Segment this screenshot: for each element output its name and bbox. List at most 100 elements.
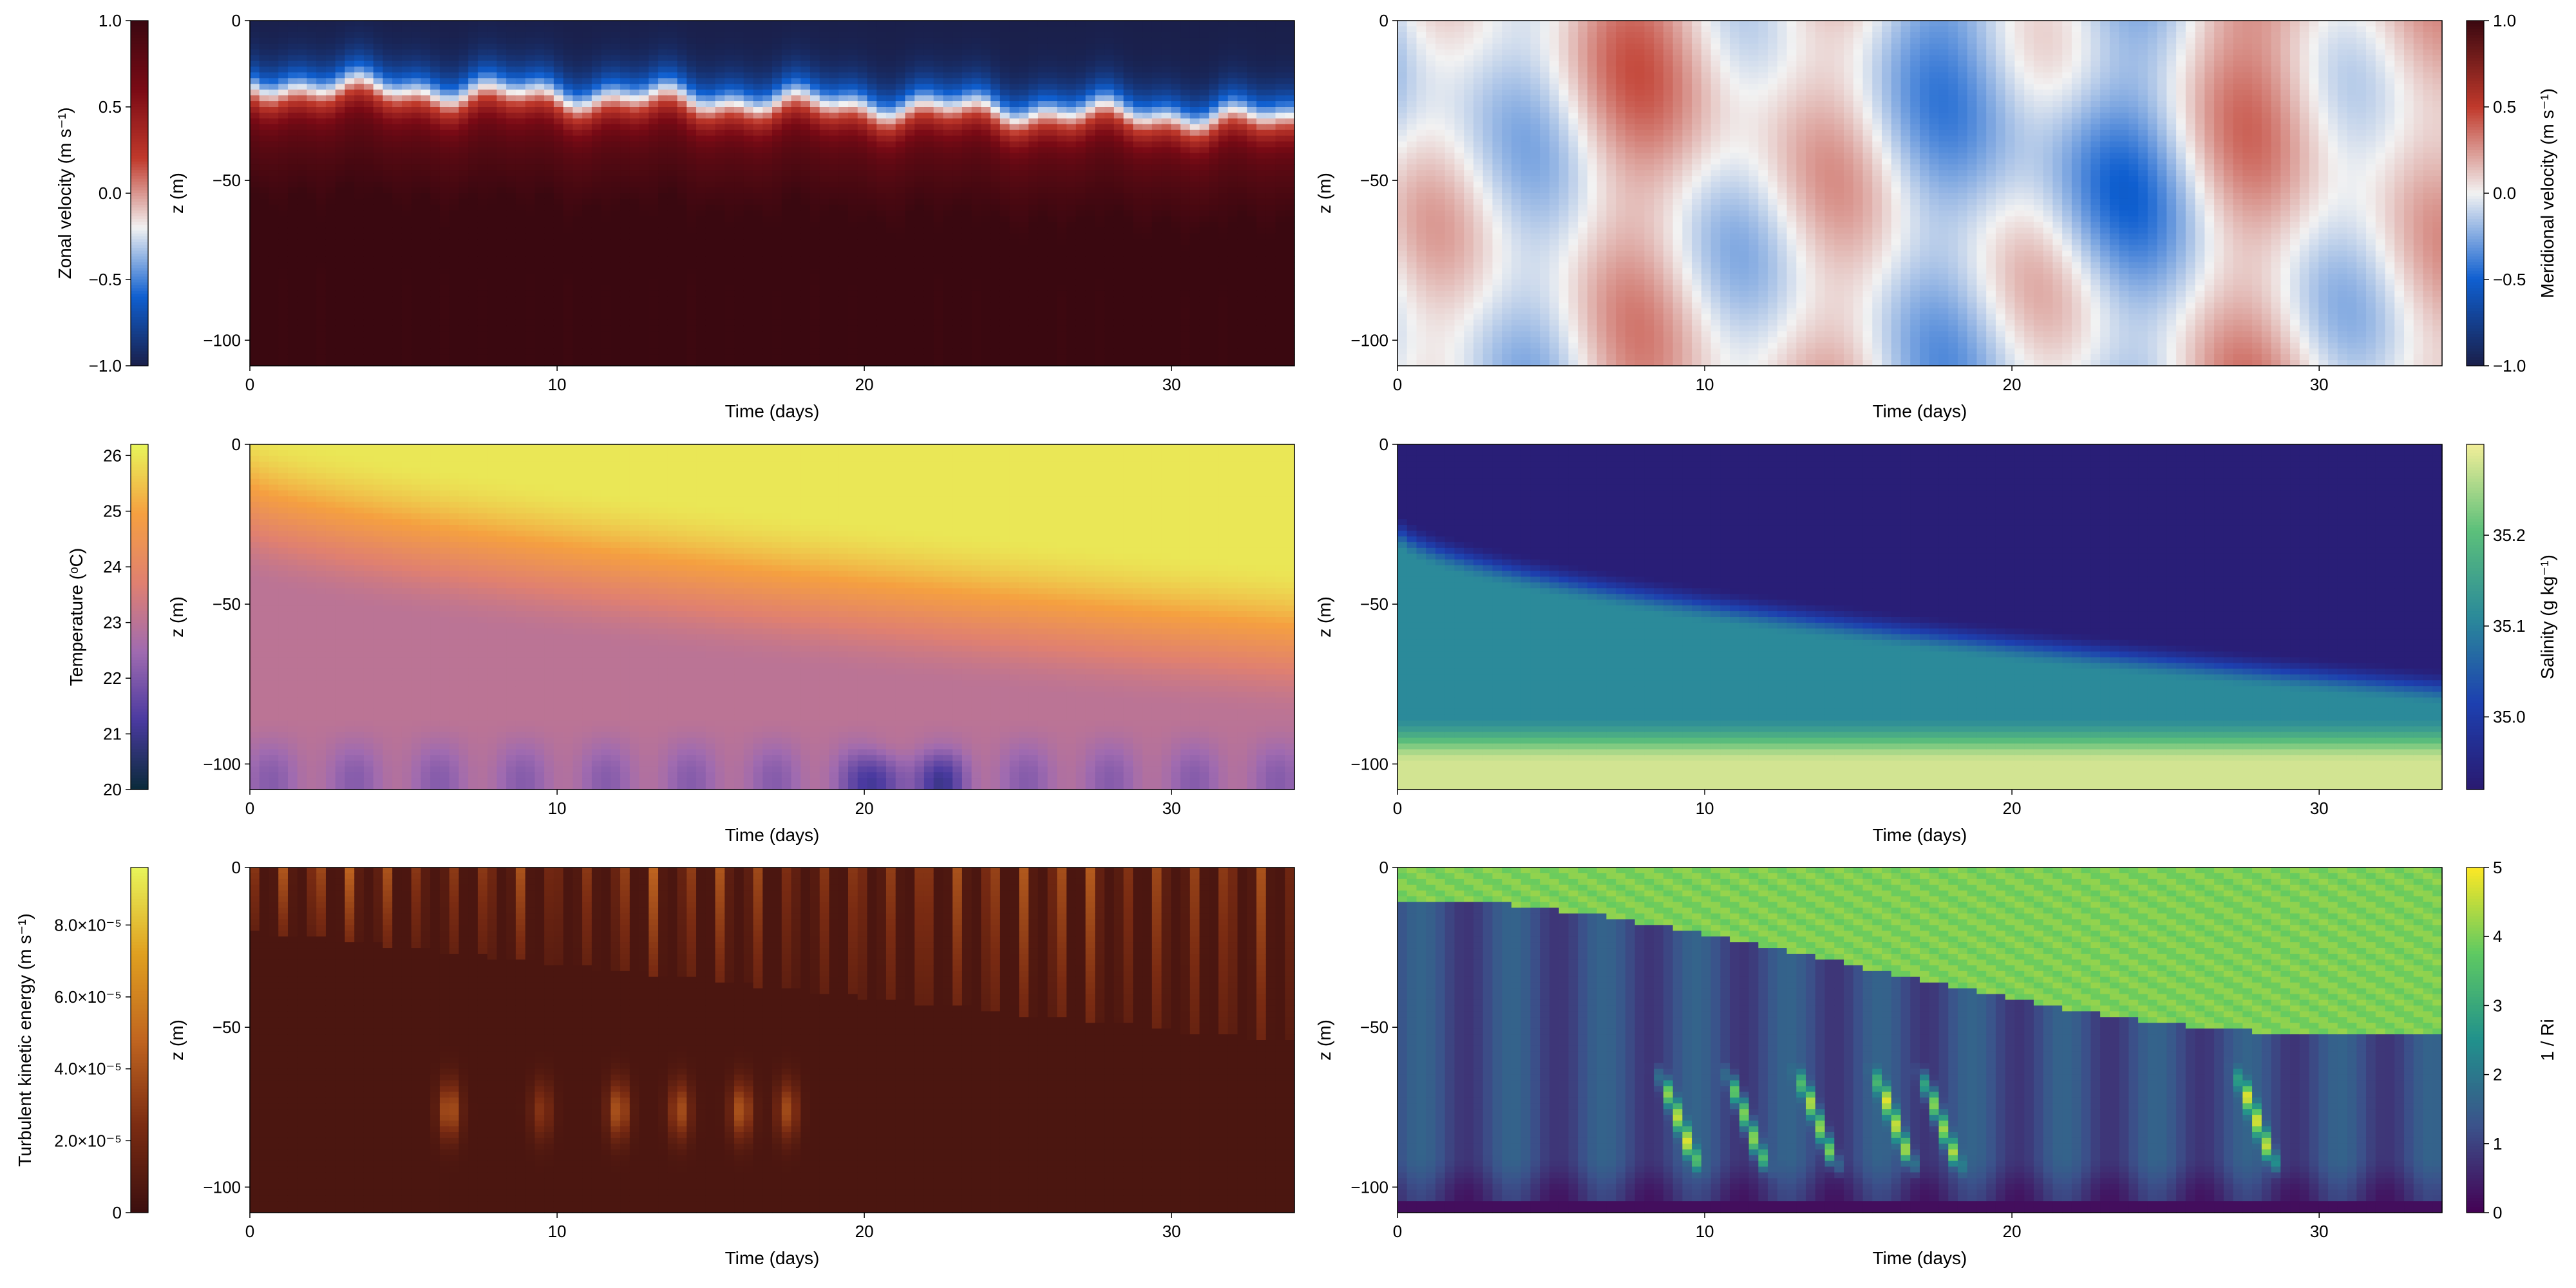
- heatmap-cell: [962, 95, 972, 102]
- heatmap-cell: [459, 118, 468, 125]
- heatmap-cell: [800, 78, 810, 84]
- heatmap-cell: [260, 107, 269, 113]
- heatmap-cell: [260, 325, 269, 332]
- heatmap-cell: [430, 124, 440, 131]
- heatmap-cell: [364, 187, 374, 194]
- heatmap-cell: [838, 176, 848, 182]
- heatmap-cell: [364, 153, 374, 159]
- heatmap-cell: [952, 308, 962, 315]
- heatmap-cell: [934, 153, 943, 159]
- heatmap-cell: [820, 285, 829, 292]
- heatmap-cell: [535, 147, 544, 154]
- heatmap-cell: [658, 55, 668, 62]
- heatmap-cell: [838, 303, 848, 309]
- heatmap-cell: [952, 21, 962, 27]
- heatmap-cell: [383, 50, 392, 56]
- heatmap-cell: [383, 274, 392, 280]
- heatmap-cell: [298, 337, 307, 343]
- heatmap-cell: [450, 147, 459, 154]
- heatmap-cell: [316, 118, 326, 125]
- heatmap-cell: [687, 84, 696, 90]
- heatmap-cell: [620, 21, 630, 27]
- heatmap-cell: [630, 187, 639, 194]
- heatmap-cell: [601, 182, 611, 188]
- heatmap-cell: [250, 251, 260, 257]
- heatmap-cell: [639, 147, 649, 154]
- heatmap-cell: [564, 222, 573, 229]
- heatmap-cell: [250, 285, 260, 292]
- heatmap-cell: [744, 274, 753, 280]
- heatmap-cell: [858, 147, 867, 154]
- heatmap-cell: [696, 262, 706, 269]
- heatmap-cell: [620, 303, 630, 309]
- heatmap-cell: [867, 297, 876, 303]
- heatmap-cell: [326, 308, 336, 315]
- heatmap-cell: [772, 274, 782, 280]
- heatmap-cell: [677, 164, 687, 171]
- heatmap-cell: [772, 228, 782, 234]
- heatmap-cell: [488, 170, 497, 176]
- heatmap-cell: [535, 348, 544, 355]
- heatmap-cell: [564, 297, 573, 303]
- heatmap-cell: [288, 26, 298, 33]
- heatmap-cell: [269, 164, 278, 171]
- heatmap-cell: [392, 279, 402, 286]
- heatmap-cell: [639, 308, 649, 315]
- heatmap-cell: [497, 256, 506, 263]
- heatmap-cell: [554, 245, 564, 251]
- heatmap-cell: [601, 61, 611, 68]
- heatmap-cell: [554, 297, 564, 303]
- heatmap-cell: [564, 320, 573, 327]
- heatmap-cell: [687, 331, 696, 337]
- heatmap-cell: [848, 170, 858, 176]
- heatmap-cell: [668, 199, 677, 205]
- heatmap-cell: [450, 303, 459, 309]
- heatmap-cell: [535, 251, 544, 257]
- heatmap-cell: [354, 21, 364, 27]
- heatmap-cell: [402, 297, 412, 303]
- heatmap-cell: [544, 343, 554, 349]
- heatmap-cell: [734, 147, 744, 154]
- heatmap-cell: [791, 84, 800, 90]
- heatmap-cell: [829, 348, 838, 355]
- heatmap-cell: [468, 222, 478, 229]
- heatmap-cell: [687, 308, 696, 315]
- heatmap-cell: [962, 245, 972, 251]
- heatmap-cell: [459, 193, 468, 200]
- heatmap-cell: [829, 101, 838, 108]
- heatmap-cell: [383, 101, 392, 108]
- heatmap-cell: [288, 61, 298, 68]
- heatmap-cell: [554, 176, 564, 182]
- heatmap-cell: [478, 136, 488, 142]
- heatmap-cell: [620, 279, 630, 286]
- heatmap-cell: [658, 279, 668, 286]
- heatmap-cell: [943, 228, 952, 234]
- heatmap-cell: [573, 291, 582, 298]
- heatmap-cell: [934, 256, 943, 263]
- heatmap-cell: [316, 26, 326, 33]
- heatmap-cell: [630, 158, 639, 165]
- heatmap-cell: [316, 158, 326, 165]
- heatmap-cell: [516, 205, 526, 211]
- heatmap-cell: [554, 32, 564, 39]
- heatmap-cell: [649, 239, 658, 245]
- heatmap-cell: [858, 124, 867, 131]
- heatmap-cell: [364, 84, 374, 90]
- heatmap-cell: [867, 216, 876, 223]
- heatmap-cell: [421, 66, 430, 73]
- heatmap-cell: [345, 199, 354, 205]
- heatmap-cell: [734, 222, 744, 229]
- heatmap-cell: [620, 331, 630, 337]
- heatmap-cell: [421, 107, 430, 113]
- heatmap-cell: [298, 343, 307, 349]
- heatmap-cell: [269, 44, 278, 50]
- heatmap-cell: [269, 118, 278, 125]
- heatmap-cell: [516, 136, 526, 142]
- heatmap-cell: [554, 72, 564, 79]
- heatmap-cell: [677, 251, 687, 257]
- heatmap-cell: [829, 314, 838, 321]
- heatmap-cell: [630, 78, 639, 84]
- heatmap-cell: [535, 158, 544, 165]
- heatmap-cell: [762, 147, 772, 154]
- heatmap-cell: [782, 337, 791, 343]
